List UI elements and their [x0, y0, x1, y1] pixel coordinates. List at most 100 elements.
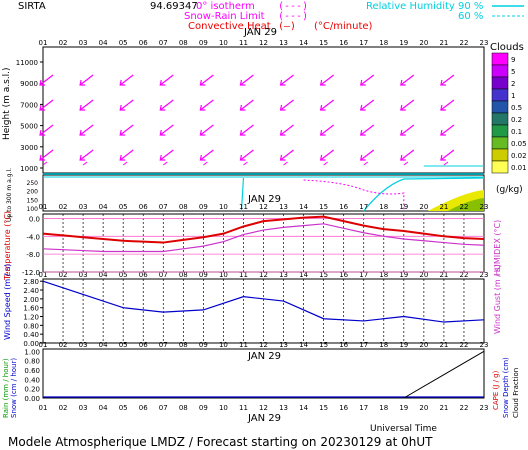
hour-label: 02 [59, 404, 68, 412]
wind-arrow [199, 124, 214, 136]
hour-label: 19 [399, 404, 408, 412]
hour-label: 14 [299, 341, 308, 349]
hour-label: 11 [239, 404, 248, 412]
hour-label: 01 [39, 341, 48, 349]
wind-arrow-head [199, 104, 206, 111]
wind-arrow [199, 149, 214, 161]
precip-axis-ticks: 1.00 0.800.600.40 0.200.00 [24, 348, 40, 403]
humidex-axis-label: HUMIDEX (°C) [493, 220, 502, 276]
height-tick-label: 1000 [20, 165, 38, 173]
wind-arrow-head [440, 129, 446, 136]
wind-arrow-small [82, 161, 88, 166]
colorbar-swatch [491, 136, 509, 150]
hour-label: 12 [259, 39, 268, 47]
wind-arrow [159, 124, 174, 136]
cloud-fraction-axis-label: Cloud Fraction [512, 368, 520, 418]
hour-label: 15 [319, 341, 328, 349]
precip-tick-label: 0.40 [24, 376, 40, 384]
wind-arrow-small [162, 161, 168, 166]
hour-label: 08 [179, 203, 188, 211]
wind-arrow-head [440, 104, 446, 111]
hour-label: 06 [139, 271, 148, 279]
wind-arrow [39, 99, 54, 111]
hour-label: 02 [59, 203, 68, 211]
wind-arrow-head [199, 129, 206, 136]
wind-arrow-head [39, 79, 45, 86]
wind-arrow [240, 124, 254, 136]
hour-label: 19 [399, 341, 408, 349]
wind-arrow [240, 74, 254, 86]
humidex-series [42, 223, 485, 253]
precip-tick-label: 0.20 [24, 386, 40, 394]
wind-speed-axis-label: Wind Speed (m / s) [3, 264, 12, 340]
hour-label: 10 [219, 39, 228, 47]
colorbar-swatch [491, 112, 509, 126]
wind-arrow [440, 74, 455, 86]
wind-arrow [320, 149, 335, 161]
colorbar-swatch [491, 148, 509, 162]
wind-tick-label: 2.00 [23, 296, 39, 304]
hour-label: 12 [259, 203, 268, 211]
legend-isotherm-sample: (---) [278, 1, 308, 12]
hour-label: 20 [419, 404, 428, 412]
legend-snowrain: Snow-Rain Limit [184, 11, 265, 22]
hour-label: 12 [259, 404, 268, 412]
wind-arrow-small [243, 161, 248, 166]
wind-arrow [280, 74, 294, 86]
hour-label: 07 [159, 203, 168, 211]
legend-rh-90: 90 % [458, 1, 483, 12]
colorbar-unit: (g/kg) [496, 185, 523, 195]
hour-label: 21 [439, 271, 448, 279]
boundary-tick-label: 200 [27, 189, 39, 196]
hour-label: 01 [39, 404, 48, 412]
hour-label: 09 [199, 404, 208, 412]
hour-label: 20 [419, 341, 428, 349]
wind-tick-label: 0.40 [23, 331, 39, 339]
wind-arrow [39, 124, 54, 136]
x-axis-label: Universal Time [370, 424, 437, 434]
wind-arrow [199, 74, 214, 86]
wind-tick-label: 2.40 [23, 287, 39, 295]
temperature-tick-label: -12.0 [22, 269, 40, 277]
temperature-axis-label: Temperature (°C) [3, 211, 12, 281]
wind-arrow-head [279, 129, 286, 136]
hour-label: 14 [299, 404, 308, 412]
wind-arrow-head [440, 154, 446, 161]
hour-label: 02 [59, 271, 68, 279]
wind-arrow-head [319, 154, 326, 161]
hour-label: 06 [139, 39, 148, 47]
hour-label: 10 [219, 341, 228, 349]
wind-arrow-head [39, 154, 45, 161]
wind-arrow [320, 124, 335, 136]
colorbar-swatch [491, 76, 509, 90]
wind-arrow [400, 149, 415, 161]
wind-arrow-head [39, 104, 45, 111]
hour-label: 20 [419, 39, 428, 47]
wind-arrow-head [440, 79, 446, 86]
wind-arrow [79, 74, 94, 86]
wind-arrow-head [119, 104, 126, 111]
hour-label: 05 [119, 203, 128, 211]
wind-arrow-small [203, 161, 208, 166]
colorbar-tick-label: 0.1 [511, 128, 522, 136]
hour-label: 15 [319, 271, 328, 279]
hour-label: 08 [179, 39, 188, 47]
wind-tick-label: 2.80 [23, 278, 39, 286]
temperature-axis-ticks: 0.0 -4.0 -8.0 -12.0 [22, 215, 484, 277]
wind-tick-label: 0.00 [23, 340, 39, 348]
wind-arrow [440, 99, 455, 111]
height-tick-label: 9000 [20, 80, 38, 88]
hour-label: 04 [99, 203, 108, 211]
rh-rise-line [363, 177, 485, 212]
hour-label: 20 [419, 271, 428, 279]
wind-arrow-head [400, 129, 406, 136]
hour-label: 09 [199, 203, 208, 211]
wind-arrow-head [239, 129, 246, 136]
humidity-lines [43, 165, 485, 212]
wind-arrow-head [199, 154, 206, 161]
wind-arrow-small [443, 161, 449, 166]
wind-arrow-head [239, 104, 246, 111]
legend-convective-sample: (—) [278, 21, 296, 32]
boundary-tick-label: 250 [27, 180, 39, 187]
hour-label: 16 [339, 271, 348, 279]
